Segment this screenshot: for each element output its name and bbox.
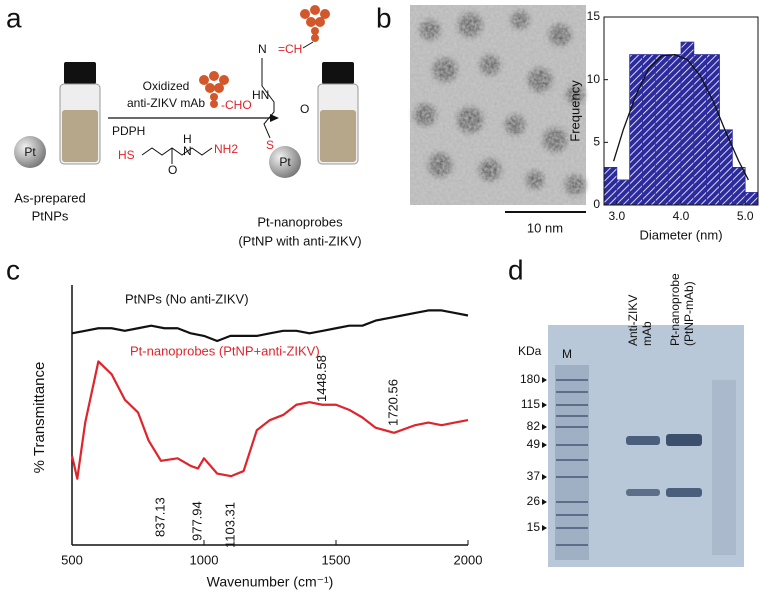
pt-particle: [269, 146, 301, 178]
chem-text: O: [168, 163, 177, 177]
lane-label: Anti-ZIKV: [626, 295, 640, 346]
marker-label: 15: [527, 520, 541, 534]
panel-label: b: [376, 2, 392, 33]
fit-curve: [613, 53, 749, 181]
panel-label: c: [6, 254, 20, 285]
pt-particle: [14, 136, 46, 168]
y-tick-label: 0: [593, 197, 600, 211]
bar: [629, 54, 643, 206]
marker-arrow: [542, 442, 547, 448]
reagent-text: anti-ZIKV mAb: [127, 96, 205, 110]
pt-text: Pt: [24, 145, 36, 159]
bar: [667, 54, 682, 206]
caption: (PtNP with anti-ZIKV): [238, 233, 361, 248]
cho-text: -CHO: [221, 98, 252, 112]
chem-text: HN: [252, 88, 269, 102]
y-axis-label: % Transmittance: [31, 362, 48, 474]
chem-text: =CH: [278, 42, 302, 56]
y-tick-label: 15: [587, 9, 601, 23]
tem-image: [410, 5, 586, 205]
x-tick-label: 1500: [322, 552, 351, 567]
series-line: [71, 309, 469, 343]
chem-text: N: [183, 144, 192, 158]
chem-text: NH2: [214, 142, 238, 156]
series-line: [70, 360, 469, 480]
peak-label: 977.94: [190, 501, 205, 541]
lane-label: (PtNP-mAb): [682, 281, 696, 346]
antibody-icon: [199, 71, 229, 108]
ftir-chart: 500 1000 1500 2000 PtNPs (No anti-ZIKV) Pt-na…: [31, 285, 482, 590]
panel-label: d: [508, 254, 524, 285]
peak-label: 1448.58: [314, 355, 329, 402]
reagent-text: Oxidized: [143, 79, 190, 93]
lane-label: mAb: [640, 321, 654, 346]
peak-label: 837.13: [152, 497, 167, 537]
y-tick-label: 5: [593, 135, 600, 149]
vial: [59, 62, 101, 165]
pdph-structure: [141, 147, 213, 164]
series-label: Pt-nanoprobes (PtNP+anti-ZIKV): [130, 343, 320, 358]
marker-arrow: [542, 525, 547, 531]
caption: As-prepared: [14, 190, 86, 205]
gel-image: [548, 325, 744, 567]
antibody-icon: [300, 5, 330, 42]
chem-text: H: [183, 132, 192, 146]
marker-label: 180: [520, 372, 540, 386]
y-axis-label: Frequency: [567, 80, 582, 142]
scale-bar-label: 10 nm: [527, 220, 563, 235]
panel-label: a: [6, 2, 22, 33]
bar: [706, 54, 720, 206]
marker-label: 37: [527, 469, 541, 483]
marker-arrow: [542, 377, 547, 383]
chem-text: S: [266, 138, 274, 152]
marker-label: 49: [527, 437, 541, 451]
bar: [744, 192, 759, 206]
marker-labels: 180 115 82 49 37 26 15: [520, 372, 547, 534]
lane-label: Pt-nanoprobe: [668, 273, 682, 346]
x-tick-label: 500: [61, 552, 83, 567]
linker: [302, 41, 314, 49]
x-tick-label: 3.0: [608, 209, 625, 223]
x-tick-label: 2000: [454, 552, 483, 567]
bar: [654, 54, 669, 206]
marker-label: 82: [527, 419, 541, 433]
bar: [603, 166, 618, 206]
bar: [680, 41, 695, 206]
chem-text: N: [258, 42, 267, 56]
linker: [261, 58, 275, 139]
x-axis-label: Diameter (nm): [639, 227, 722, 242]
marker-arrow: [542, 402, 547, 408]
caption: PtNPs: [32, 208, 69, 223]
x-tick-label: 1000: [190, 552, 219, 567]
marker-label: 115: [521, 397, 540, 411]
reagent-text: PDPH: [112, 124, 145, 138]
unit-label: KDa: [518, 344, 542, 358]
arrow-head: [270, 114, 279, 122]
marker-arrow: [542, 474, 547, 480]
y-tick-label: 10: [587, 72, 601, 86]
pt-text: Pt: [279, 155, 291, 169]
bar: [616, 179, 631, 206]
lane-label: M: [562, 347, 572, 361]
vial: [317, 62, 359, 165]
peak-label: 1103.31: [223, 502, 238, 548]
caption: Pt-nanoprobes: [257, 214, 343, 229]
x-axis-label: Wavenumber (cm⁻¹): [207, 574, 334, 590]
marker-arrow: [542, 424, 547, 430]
x-tick-label: 5.0: [737, 209, 754, 223]
bar: [731, 166, 746, 206]
x-tick-label: 4.0: [673, 209, 690, 223]
histogram: 0 5 10 15 3.0 4.0 5.0 Diameter (nm) Frequency: [567, 9, 759, 242]
peak-label: 1720.56: [386, 379, 401, 426]
marker-label: 26: [527, 494, 541, 508]
chem-text: O: [300, 102, 309, 116]
series-label: PtNPs (No anti-ZIKV): [125, 291, 249, 306]
marker-arrow: [542, 499, 547, 505]
chem-text: HS: [118, 148, 135, 162]
